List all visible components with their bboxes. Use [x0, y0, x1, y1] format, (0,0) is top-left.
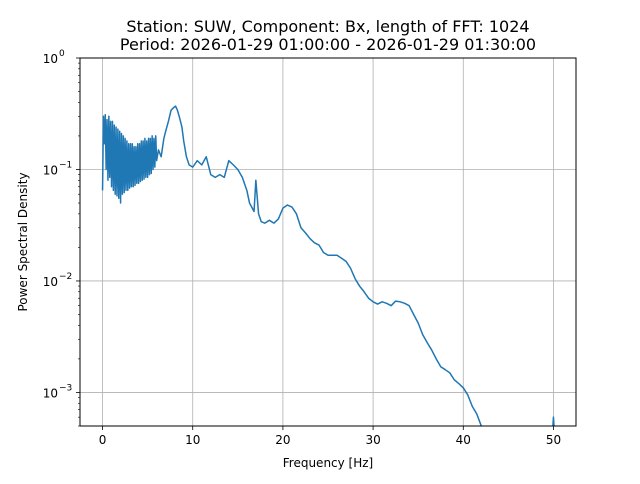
chart-title-line2: Period: 2026-01-29 01:00:00 - 2026-01-29…: [120, 35, 536, 54]
chart-title-line1: Station: SUW, Component: Bx, length of F…: [126, 17, 529, 36]
y-axis-label: Power Spectral Density: [16, 172, 30, 311]
y-tick-exponent: −3: [59, 383, 72, 393]
y-tick-exponent: −1: [59, 160, 72, 170]
y-tick-label: 10: [43, 163, 58, 177]
psd-series-line: [101, 105, 483, 426]
y-tick-exponent: 0: [59, 49, 65, 59]
x-tick-label: 30: [365, 433, 380, 447]
x-axis-label: Frequency [Hz]: [283, 456, 374, 470]
x-tick-label: 20: [275, 433, 290, 447]
y-tick-label: 10: [43, 275, 58, 289]
y-tick-exponent: −2: [59, 272, 72, 282]
y-tick-label: 10: [43, 52, 58, 66]
plot-area: [101, 105, 555, 426]
x-tick-label: 40: [456, 433, 471, 447]
x-tick-label: 10: [185, 433, 200, 447]
axes-frame: [79, 57, 577, 427]
psd-series-line: [552, 416, 555, 426]
x-tick-label: 0: [99, 433, 107, 447]
x-axis: 0 10 20 30 40 50: [99, 426, 561, 447]
y-tick-label: 10: [43, 386, 58, 400]
x-tick-label: 50: [546, 433, 561, 447]
